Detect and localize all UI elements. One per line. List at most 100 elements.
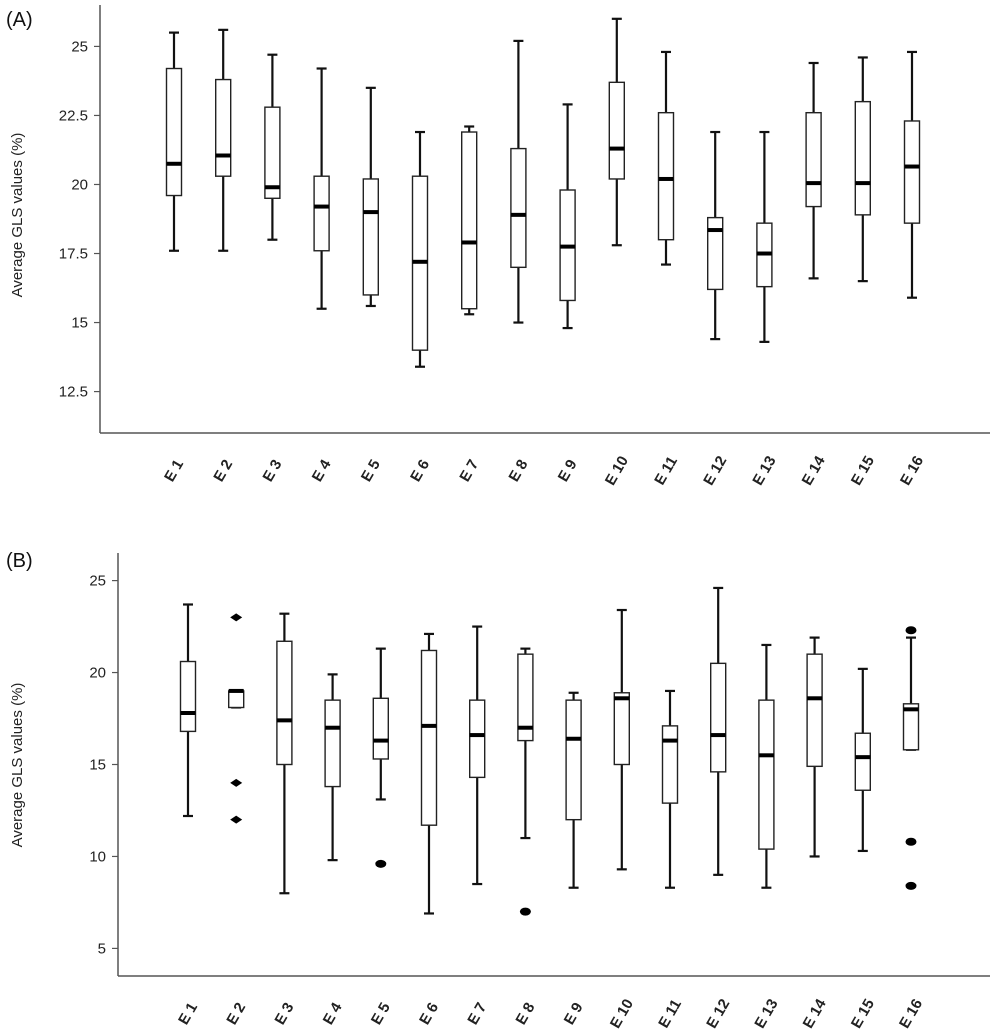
y-tick-label: 15 <box>71 315 88 332</box>
x-tick-label: E 5 <box>368 1000 394 1028</box>
iqr-box <box>854 732 871 791</box>
x-tick-label: E 1 <box>161 457 187 485</box>
outlier-point <box>230 613 243 622</box>
box-e14 <box>806 636 823 858</box>
box-e6 <box>420 632 438 915</box>
x-tick-label: E 1 <box>175 1000 201 1028</box>
panel-b-plot: 5 10 15 20 25 E 1 E 2 E 3 E 4 E 5 E 6 E 7 E 8 E 9 E 10… <box>89 553 990 1031</box>
x-tick-label: E 15 <box>848 996 878 1031</box>
x-tick-label: E 15 <box>848 453 878 488</box>
iqr-box <box>903 120 921 224</box>
iqr-box <box>608 81 625 180</box>
iqr-box <box>613 692 630 766</box>
iqr-box <box>805 111 822 208</box>
iqr-box <box>420 649 438 826</box>
iqr-box <box>758 699 775 850</box>
y-tick-label: 20 <box>71 176 88 193</box>
y-tick-label: 10 <box>89 848 106 865</box>
iqr-box <box>565 699 582 821</box>
box-e15 <box>854 667 871 853</box>
iqr-box <box>214 78 232 177</box>
panel-b-label: (B) <box>6 550 33 572</box>
x-tick-label: E 6 <box>407 457 433 485</box>
outlier-point <box>905 837 917 846</box>
y-tick-label: 5 <box>98 940 106 957</box>
iqr-box <box>227 690 245 709</box>
outlier-point <box>905 626 917 635</box>
box-e8 <box>510 39 527 324</box>
x-tick-label: E 7 <box>464 1000 490 1028</box>
panel-a-label: (A) <box>6 9 33 31</box>
iqr-box <box>806 653 823 768</box>
box-e1 <box>179 603 197 818</box>
iqr-box <box>179 660 197 733</box>
y-tick-label: 25 <box>89 573 106 590</box>
x-tick-label: E 3 <box>260 457 286 485</box>
iqr-box <box>854 100 871 216</box>
iqr-box <box>372 697 389 760</box>
x-tick-label: E 7 <box>456 457 482 485</box>
box-e2 <box>214 28 232 252</box>
iqr-box <box>165 67 183 197</box>
y-tick-label: 25 <box>71 38 88 55</box>
panel-a: (A) Average GLS values (%) 12.5 15 17.5 20 2… <box>6 5 990 488</box>
box-e4 <box>324 673 341 862</box>
iqr-box <box>324 699 341 788</box>
x-tick-label: E 8 <box>506 457 532 485</box>
x-tick-label: E 5 <box>358 457 384 485</box>
iqr-box <box>657 111 675 241</box>
box-e5 <box>362 86 379 308</box>
iqr-box <box>461 131 478 310</box>
x-tick-label: E 2 <box>210 457 236 485</box>
x-tick-label: E 10 <box>602 453 632 488</box>
box-e2 <box>227 688 245 709</box>
iqr-box <box>707 216 724 291</box>
outlier-point <box>519 907 531 916</box>
y-tick-label: 17.5 <box>59 246 88 263</box>
y-tick-label: 20 <box>89 665 106 682</box>
box-e11 <box>661 689 679 889</box>
iqr-box <box>902 703 920 751</box>
x-tick-label: E 9 <box>555 457 581 485</box>
box-e8 <box>517 647 534 840</box>
iqr-box <box>510 147 527 269</box>
box-e3 <box>276 612 293 895</box>
y-tick-label: 22.5 <box>59 107 88 124</box>
box-e15 <box>854 56 871 283</box>
panel-b: (B) Average GLS values (%) 5 10 15 20 25 E 1 E… <box>6 550 990 1031</box>
box-e4 <box>313 67 330 310</box>
box-e11 <box>657 50 675 266</box>
iqr-box <box>264 106 281 199</box>
x-tick-label: E 3 <box>272 1000 298 1028</box>
x-tick-label: E 14 <box>799 453 829 489</box>
box-e7 <box>469 625 486 886</box>
panel-b-y-axis-label: Average GLS values (%) <box>9 683 26 848</box>
x-tick-label: E 10 <box>607 996 637 1031</box>
box-e14 <box>805 61 822 280</box>
iqr-box <box>469 699 486 779</box>
x-tick-label: E 16 <box>897 453 927 488</box>
iqr-box <box>517 653 534 742</box>
box-e13 <box>758 643 775 889</box>
box-e6 <box>411 130 429 368</box>
x-tick-label: E 8 <box>513 1000 539 1028</box>
x-tick-label: E 4 <box>309 456 335 485</box>
iqr-box <box>313 175 330 252</box>
box-e16 <box>902 636 920 751</box>
x-tick-label: E 4 <box>320 999 346 1028</box>
x-tick-label: E 6 <box>416 1000 442 1028</box>
box-e12 <box>707 130 724 341</box>
box-e7 <box>461 125 478 316</box>
panel-a-y-axis-label: Average GLS values (%) <box>9 133 26 298</box>
iqr-box <box>362 178 379 296</box>
box-e9 <box>559 103 576 330</box>
box-e16 <box>903 50 921 299</box>
box-e12 <box>710 586 727 876</box>
box-e3 <box>264 53 281 241</box>
x-tick-label: E 2 <box>223 1000 249 1028</box>
x-tick-label: E 16 <box>896 996 926 1031</box>
x-tick-label: E 14 <box>800 996 830 1032</box>
y-tick-label: 15 <box>89 757 106 774</box>
iqr-box <box>661 725 679 804</box>
